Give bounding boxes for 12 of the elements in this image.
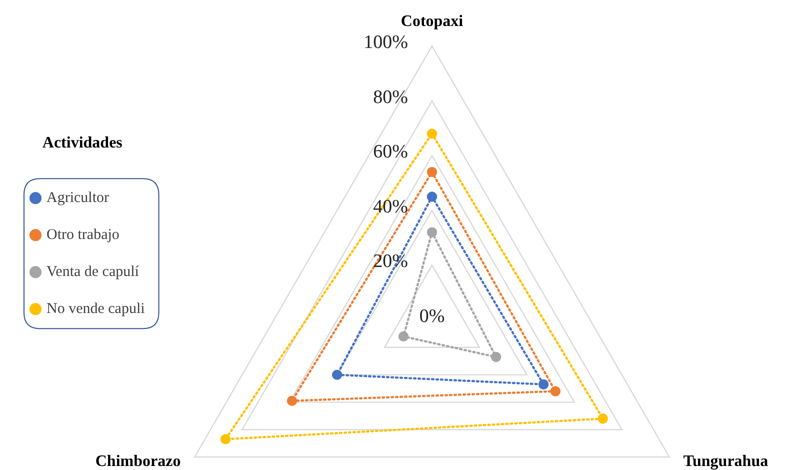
legend-title: Actividades — [42, 134, 122, 152]
legend-label: Agricultor — [46, 190, 109, 206]
spoke-label: Cotopaxi — [400, 13, 464, 30]
y-tick-label: 0% — [419, 306, 445, 327]
legend-label: Venta de capulí — [46, 264, 140, 280]
legend-label: No vende capuli — [46, 301, 145, 318]
spoke-label: Chimborazo — [95, 453, 181, 470]
y-tick-label: 80% — [373, 86, 408, 108]
y-tick-label: 60% — [373, 142, 408, 163]
spoke-label: Tungurahua — [683, 453, 768, 470]
legend-label: Otro trabajo — [46, 227, 120, 244]
y-tick-label: 100% — [364, 32, 408, 53]
